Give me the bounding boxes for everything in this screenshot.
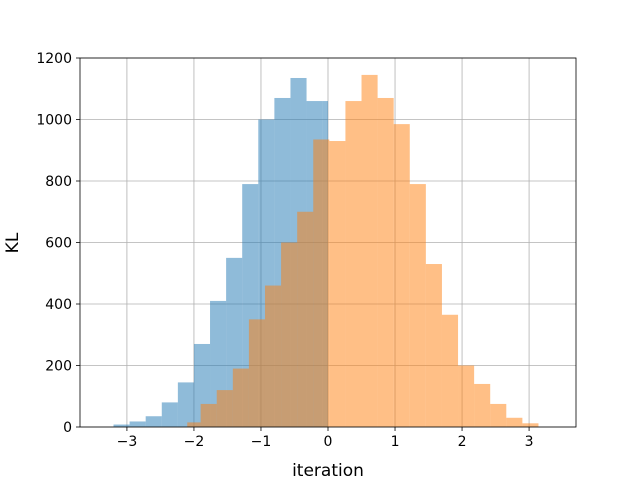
x-tick-label: 0 bbox=[324, 434, 333, 450]
histogram-bar bbox=[232, 368, 249, 427]
histogram-bar bbox=[441, 314, 459, 427]
histogram-bar bbox=[161, 402, 178, 427]
histogram-bar bbox=[187, 422, 201, 427]
histogram-bar bbox=[281, 242, 298, 427]
x-tick-label: −2 bbox=[184, 434, 205, 450]
histogram-bar bbox=[264, 285, 282, 427]
series-2 bbox=[187, 74, 539, 428]
histogram-bar bbox=[474, 383, 491, 427]
histogram-bar bbox=[345, 101, 362, 428]
x-tick-label: 2 bbox=[458, 434, 467, 450]
y-axis-label: KL bbox=[3, 232, 23, 253]
y-tick-label: 400 bbox=[45, 297, 72, 313]
y-tick-label: 0 bbox=[63, 420, 72, 436]
histogram-bar bbox=[377, 97, 394, 427]
y-tick-label: 1200 bbox=[36, 51, 72, 67]
histogram-bar bbox=[393, 124, 410, 428]
histogram-bar bbox=[297, 211, 314, 427]
histogram-bar bbox=[200, 403, 217, 427]
histogram-bar bbox=[361, 74, 378, 427]
x-axis-label: iteration bbox=[292, 461, 364, 480]
histogram-bar bbox=[458, 365, 475, 427]
histogram-bar bbox=[216, 390, 233, 427]
histogram-bar bbox=[113, 424, 130, 427]
histogram-bar bbox=[490, 403, 507, 427]
y-tick-label: 600 bbox=[45, 236, 72, 252]
x-tick-label: 1 bbox=[391, 434, 400, 450]
histogram-bar bbox=[522, 423, 539, 427]
histogram-bar bbox=[425, 264, 442, 427]
histogram-bars bbox=[113, 74, 539, 428]
y-tick-label: 1000 bbox=[36, 113, 72, 129]
histogram-bar bbox=[409, 184, 426, 427]
histogram-bar bbox=[177, 382, 194, 427]
x-tick-label: −1 bbox=[251, 434, 272, 450]
histogram-bar bbox=[506, 417, 523, 427]
histogram-bar bbox=[329, 141, 346, 427]
x-tick-label: −3 bbox=[117, 434, 138, 450]
y-tick-label: 800 bbox=[45, 174, 72, 190]
histogram-bar bbox=[129, 421, 146, 427]
x-tick-label: 3 bbox=[525, 434, 534, 450]
axis-ticks: −3 −2 −1 0 1 2 3 0 200 400 600 800 1000 1200 bbox=[36, 51, 533, 450]
histogram-bar bbox=[248, 319, 265, 427]
histogram-bar bbox=[145, 416, 162, 427]
histogram-bar bbox=[313, 139, 330, 428]
y-tick-label: 200 bbox=[45, 359, 72, 375]
